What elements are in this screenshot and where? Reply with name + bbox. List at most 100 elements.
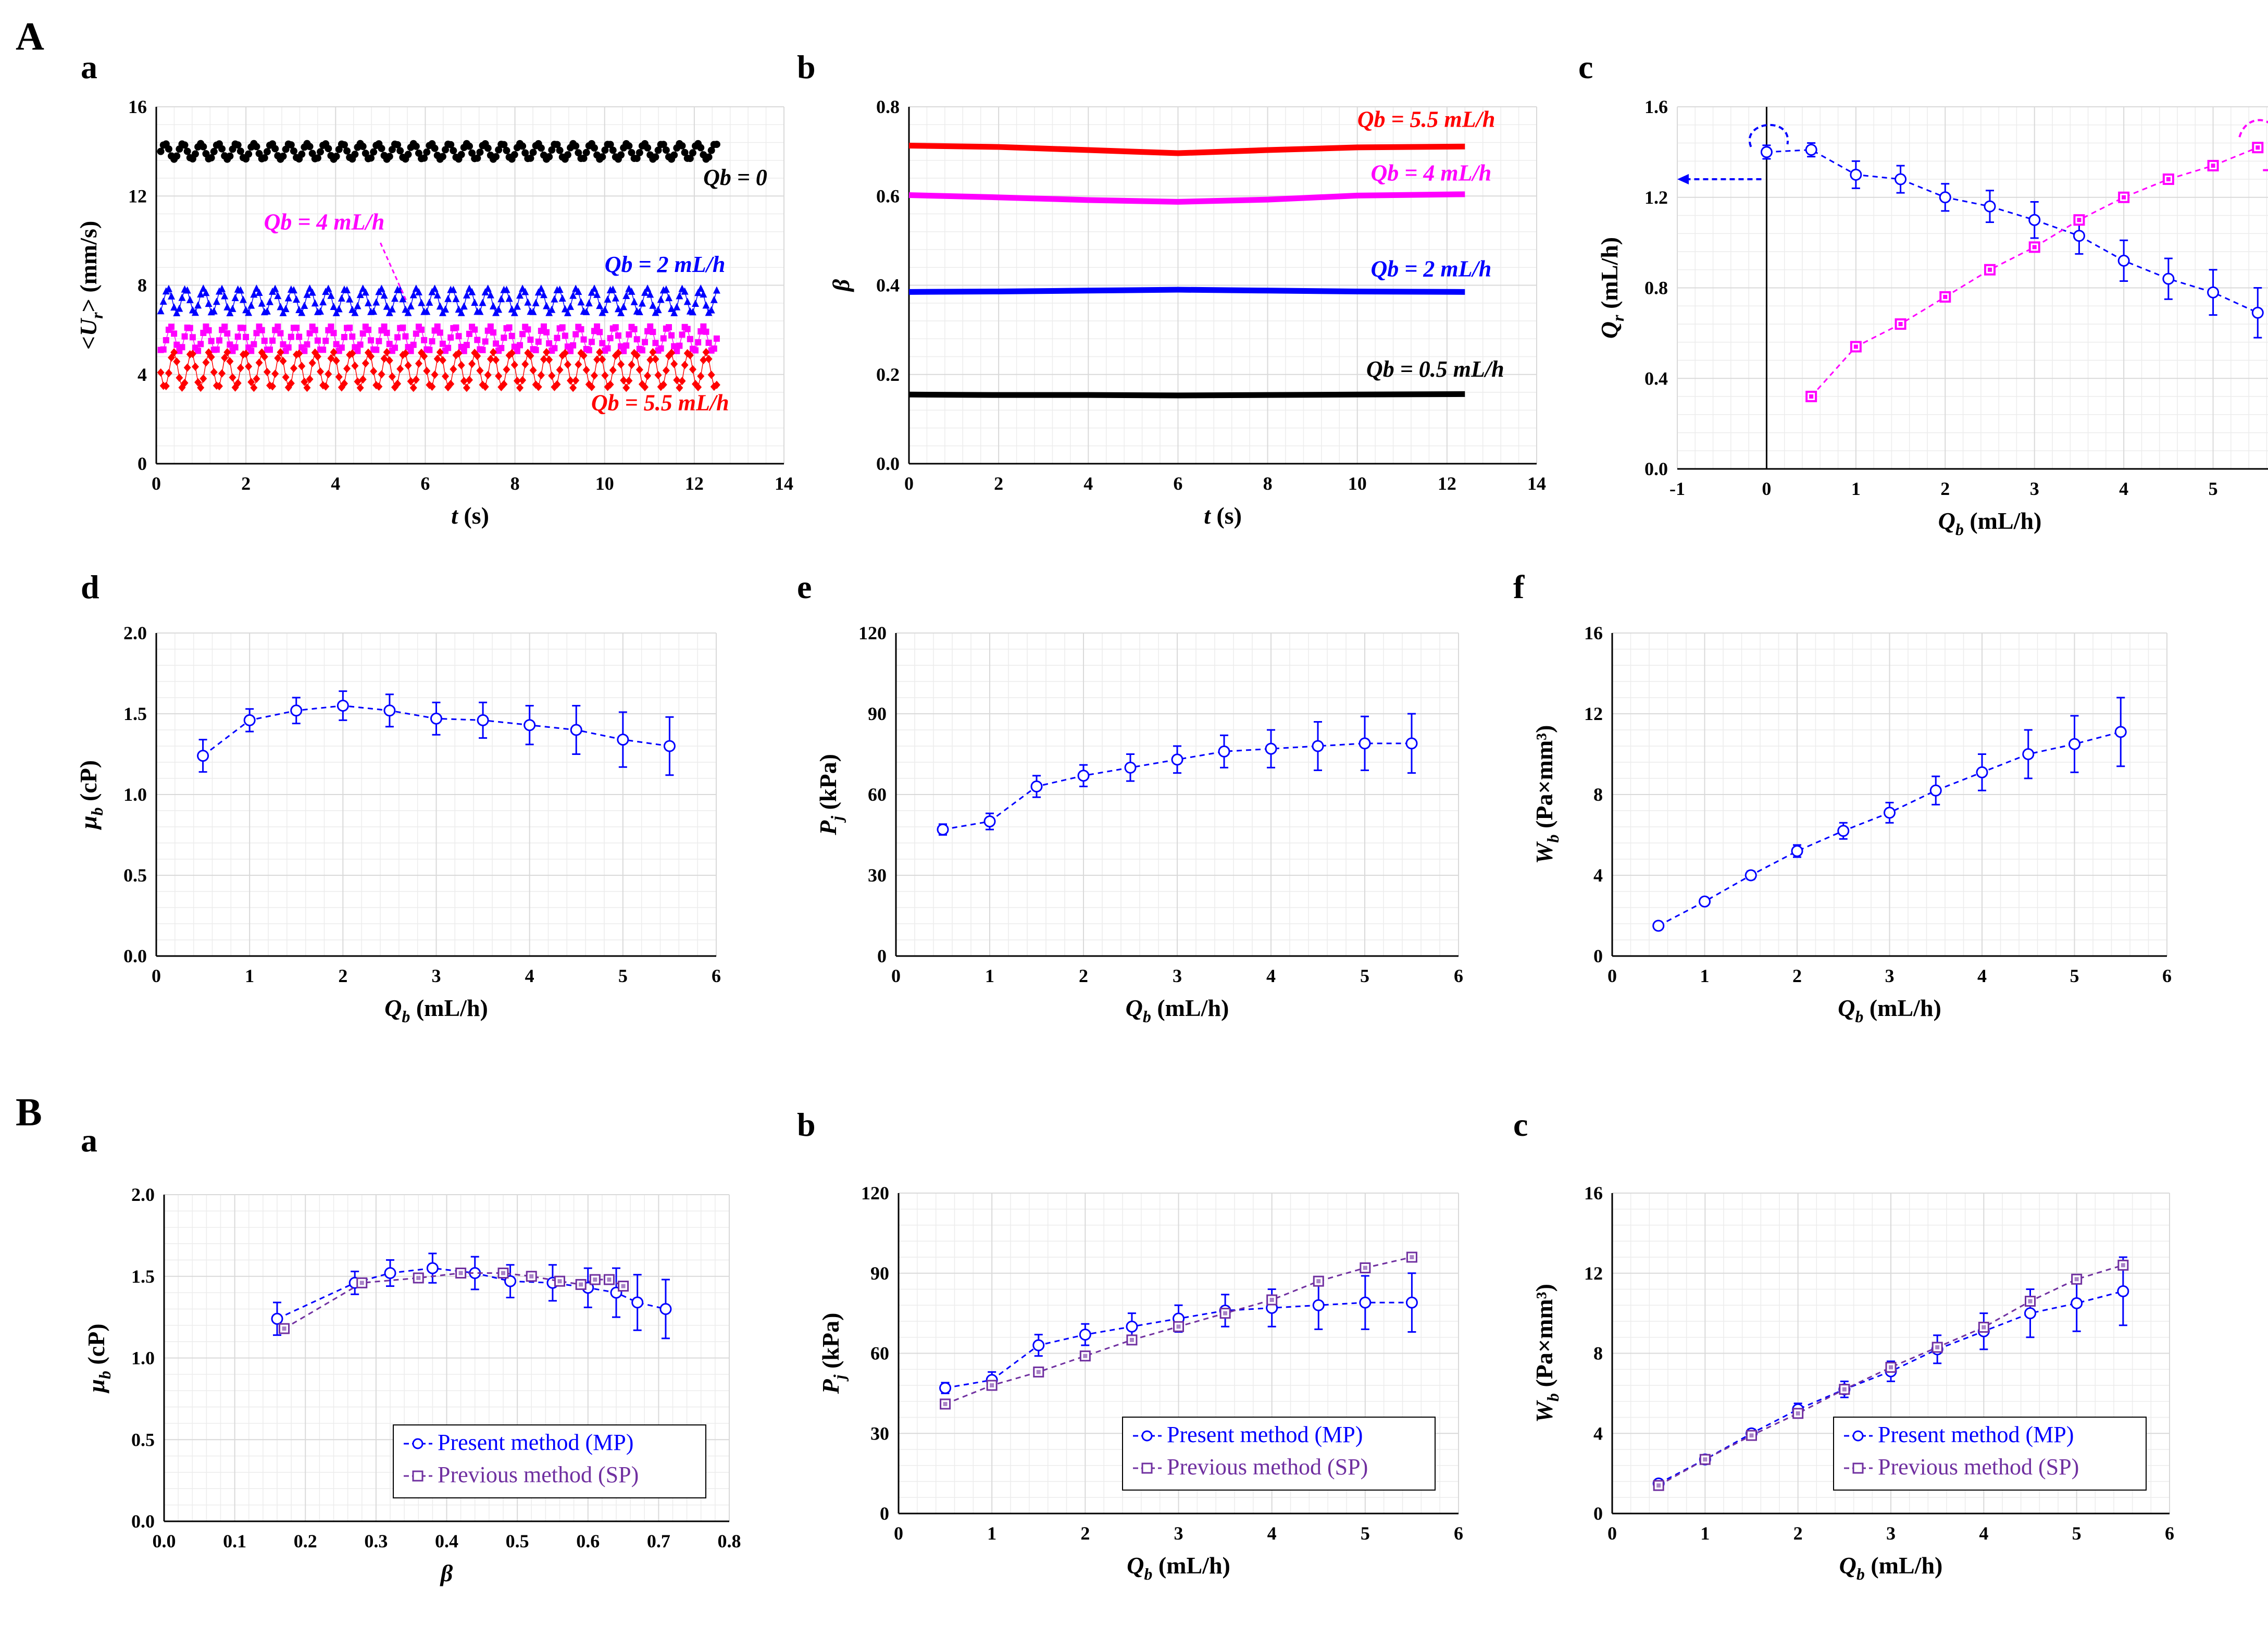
x-tick-label: 2 [241,473,251,494]
data-point [409,383,417,392]
data-point [1929,784,1942,797]
x-tick-label: 5 [2072,1523,2082,1544]
data-point [614,305,622,313]
data-point [394,379,402,388]
data-point [497,295,505,303]
data-point-inner [1176,1324,1181,1329]
data-point-inner [2211,163,2215,168]
x-axis-label: Qb (mL/h) [1839,1552,1943,1583]
data-point [525,326,531,333]
data-point [700,290,707,298]
data-point [304,341,310,348]
y-tick-label: 30 [868,865,887,886]
data-point [676,292,683,300]
data-point [245,362,253,371]
data-point [606,380,614,389]
x-tick-label: 6 [1173,473,1182,494]
data-point [630,297,638,305]
y-tick-label: 0.6 [876,185,900,206]
data-point [631,326,638,332]
y-tick-label: 12 [128,185,147,206]
data-point [327,291,335,299]
y-axis-label: <Ur> (mm/s) [75,221,106,350]
data-point [572,376,580,385]
data-point-inner [1982,1325,1986,1330]
data-point [242,350,250,358]
y-axis-label: Wb (Pa×mm³) [1531,1284,1562,1423]
data-point [385,153,393,160]
data-point [490,329,496,336]
data-point [1126,1320,1138,1333]
x-axis-label: Qb (mL/h) [1127,1552,1230,1583]
data-point-inner [1842,1387,1847,1392]
data-point [678,142,686,150]
data-point [439,356,446,365]
data-point [200,329,207,336]
data-point-inner [1988,267,1992,272]
data-point [298,308,306,316]
data-point [260,154,268,162]
data-point [327,354,335,363]
data-point [380,354,388,363]
data-point [423,307,431,315]
data-point [492,355,500,364]
data-point [2114,726,2127,738]
data-point [340,379,348,388]
data-point [317,148,325,156]
data-point [418,326,425,333]
data-point [521,288,529,295]
data-point [430,712,442,725]
y-tick-label: 12 [1584,703,1603,724]
data-point [243,714,256,726]
data-point [1791,845,1803,857]
data-point [646,355,654,364]
data-point [561,305,569,313]
data-point [466,330,472,337]
data-point [668,332,675,339]
data-point [218,145,226,153]
series-square-1 [1805,142,2264,402]
data-point [1218,745,1230,758]
series-triangle [157,284,720,316]
data-point [479,299,487,306]
x-tick-label: 4 [1267,1523,1277,1544]
data-point [452,294,460,302]
data-point [218,369,226,378]
data-point [386,341,393,348]
data-point-inner [282,1326,286,1331]
data-point [255,358,263,367]
data-point [582,366,590,375]
data-point [457,361,465,369]
data-point [279,356,287,365]
legend-marker [412,1470,423,1482]
data-point [650,329,656,336]
data-point [572,331,579,338]
data-point [493,340,500,347]
data-point [181,333,188,340]
gridlines [156,106,784,464]
data-point [702,301,710,309]
data-point [1405,737,1418,750]
data-point [681,148,689,156]
data-point [939,1382,952,1394]
data-point [322,382,330,391]
data-point [176,304,183,312]
data-point [279,308,287,316]
annotation-qb-2: Qb = 2 mL/h [605,252,726,277]
data-point [705,153,713,161]
y-tick-label: 0.4 [1644,368,1668,389]
data-point [686,351,694,359]
y-axis-label: Qr (mL/h) [1596,237,1627,339]
data-point-inner [529,1274,534,1279]
data-point [450,147,457,155]
data-point [659,141,667,148]
data-point [534,382,542,391]
data-point [633,336,640,343]
data-point [692,347,699,354]
arrow-indicator-right [2238,119,2268,138]
data-point-inner [1809,394,1814,399]
data-point [577,298,585,306]
data-point-inner [2028,1299,2033,1304]
data-point [705,339,712,346]
